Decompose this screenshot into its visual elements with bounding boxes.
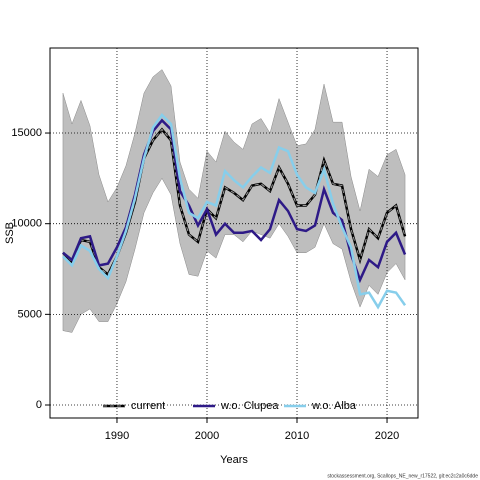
legend-label: current [131,400,165,412]
legend-label: w.o. Alba [311,400,357,412]
y-tick-label: 10000 [11,218,42,230]
y-axis-label: SSB [4,222,16,244]
y-tick-label: 0 [36,399,42,411]
x-axis-label: Years [220,454,248,466]
x-tick-label: 1990 [105,430,129,442]
x-tick-label: 2010 [285,430,309,442]
y-tick-label: 15000 [11,127,42,139]
legend-label: w.o. Clupea [220,400,279,412]
confidence-band [62,69,406,333]
x-tick-label: 2000 [195,430,219,442]
series-line [62,112,407,310]
plot-frame [49,47,419,419]
source-note: stockassessment.org, Scallops_NE_new_r17… [327,473,478,479]
y-tick-label: 5000 [18,308,42,320]
x-tick-label: 2020 [375,430,399,442]
